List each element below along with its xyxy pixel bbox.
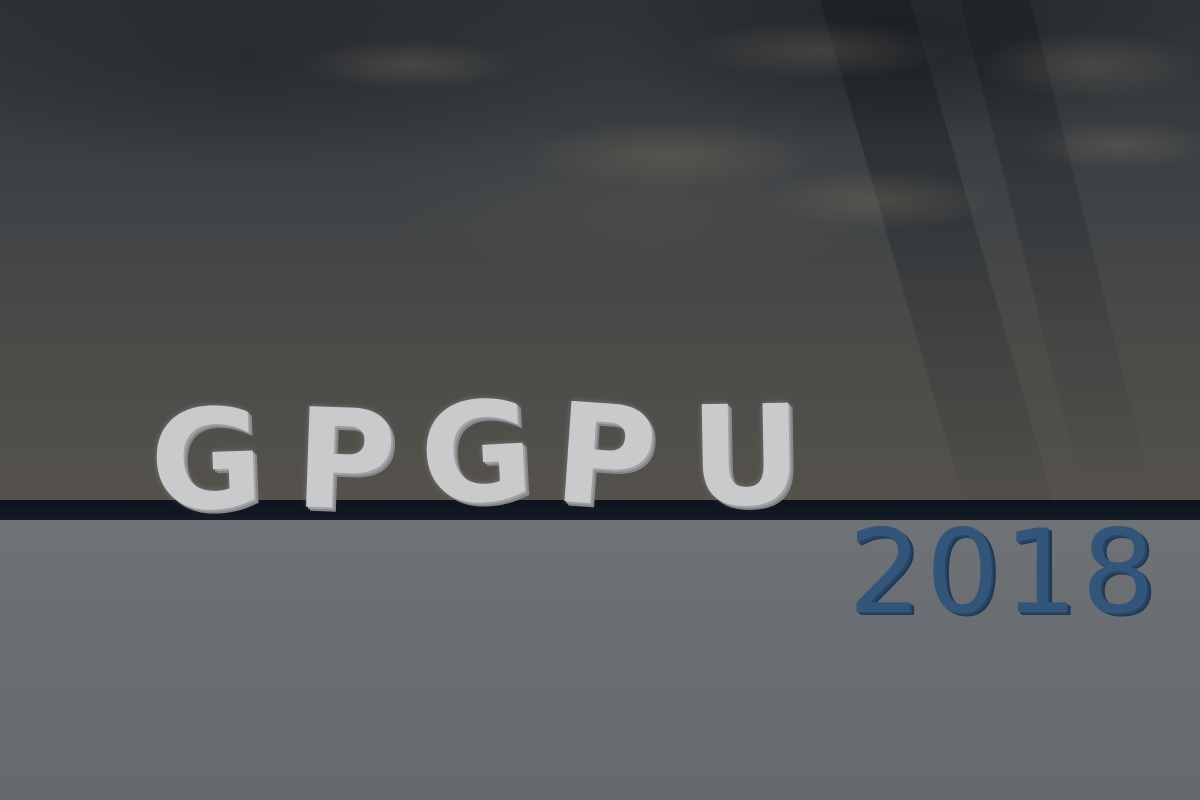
year-text: 2018 — [848, 505, 1160, 640]
cloud — [760, 170, 1000, 230]
cloud — [690, 20, 950, 80]
cloud — [300, 40, 520, 90]
cloud — [980, 30, 1200, 100]
sky-light-streak — [820, 0, 1055, 505]
cloud — [520, 120, 820, 190]
cloudy-sky-background — [0, 0, 1200, 505]
dark-ledge — [0, 500, 1200, 520]
cloud — [1020, 120, 1200, 170]
sky-light-streak — [960, 0, 1156, 505]
gray-floor — [0, 520, 1200, 800]
